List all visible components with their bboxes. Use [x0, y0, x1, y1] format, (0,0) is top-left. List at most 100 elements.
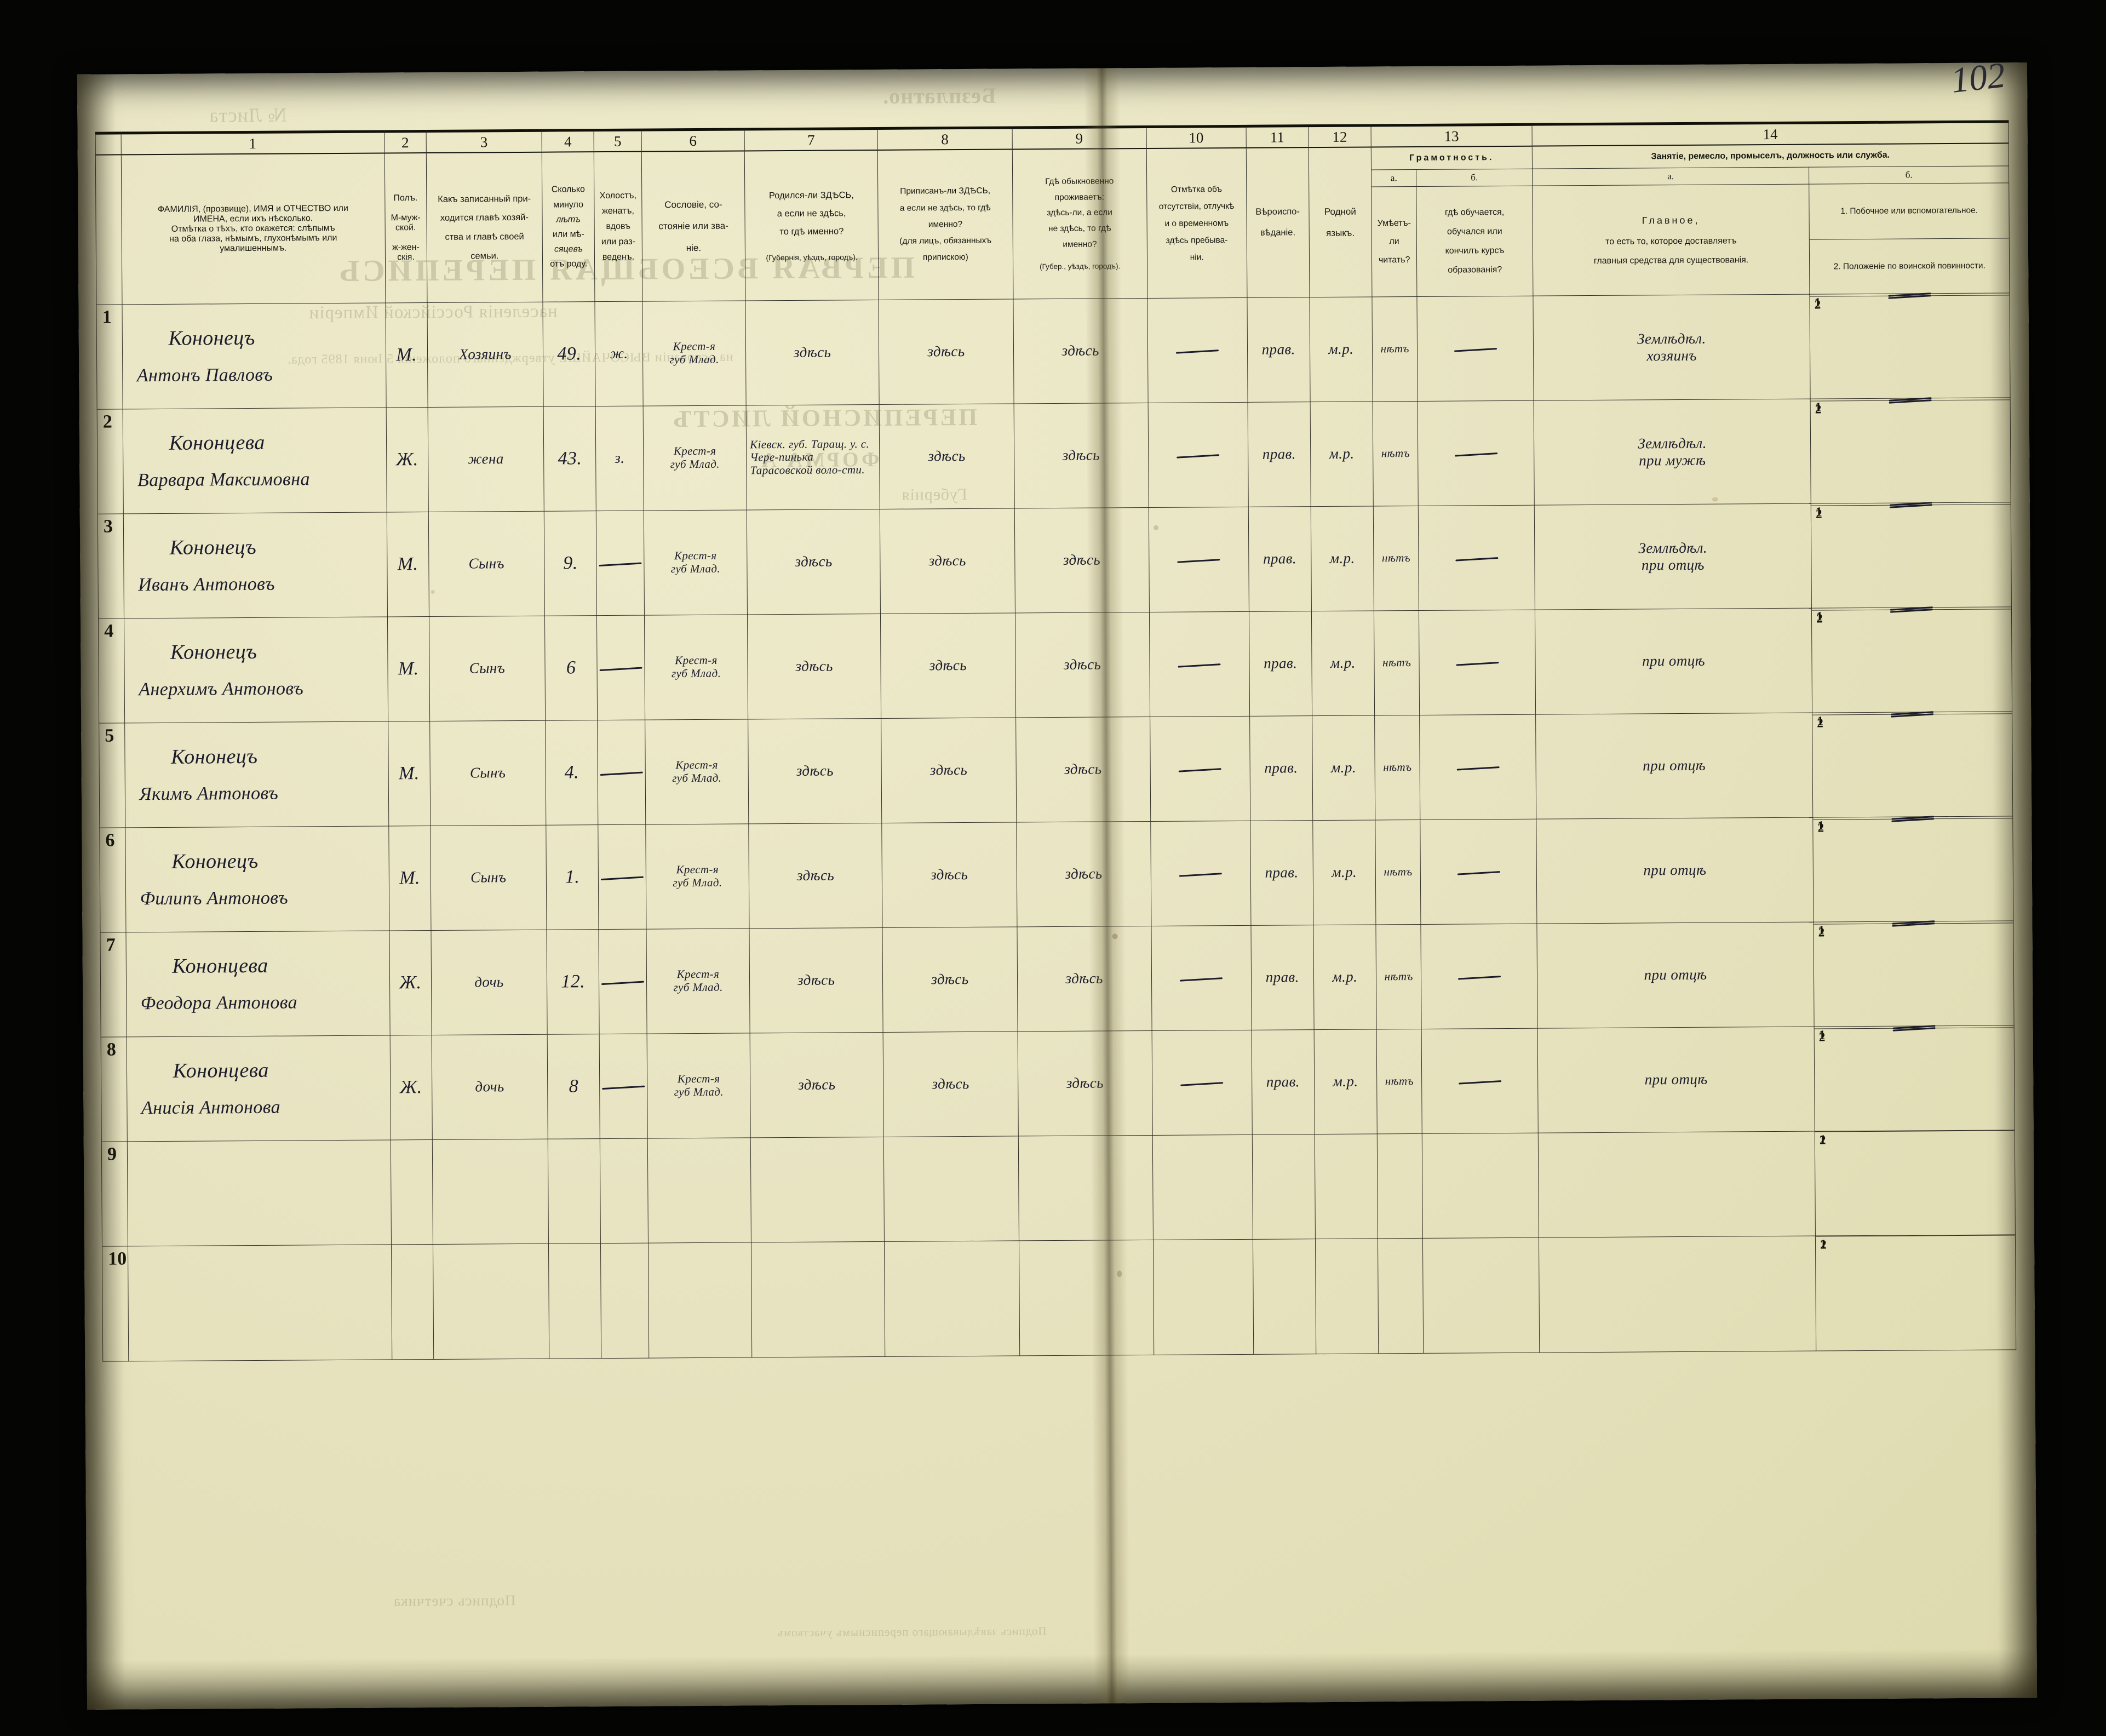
cell-estate[interactable]: Крест-я губ Млад. [645, 823, 750, 930]
cell-residence[interactable]: здѣсь [1013, 298, 1148, 404]
cell-age[interactable]: 8 [547, 1034, 600, 1139]
cell-relation[interactable]: жена [427, 406, 544, 512]
cell-religion[interactable]: прав. [1250, 820, 1313, 926]
cell-relation[interactable] [433, 1244, 549, 1360]
cell-literacy[interactable]: нѣтъ [1374, 610, 1420, 715]
cell-education[interactable] [1418, 400, 1535, 506]
cell-marital[interactable] [599, 1034, 648, 1139]
table-row[interactable]: 4КононецъАнерхимъ АнтоновъМ.Сынъ6Крест-я… [98, 606, 2012, 724]
cell-marital[interactable] [596, 615, 645, 720]
cell-name[interactable]: Кононцева Анисія Антонова [126, 1035, 391, 1142]
cell-religion[interactable]: прав. [1249, 611, 1312, 717]
table-row[interactable]: 2 Кононцева Варвара Максимовна Ж. жена 43. з. К… [97, 397, 2011, 514]
cell-registration[interactable]: здѣсь [882, 926, 1018, 1033]
cell-registration[interactable] [884, 1240, 1020, 1357]
cell-literacy[interactable]: нѣтъ [1372, 296, 1418, 402]
cell-birthplace[interactable]: здѣсь [745, 300, 880, 405]
cell-residence[interactable]: здѣсь [1014, 507, 1150, 613]
cell-education[interactable] [1422, 1237, 1540, 1354]
cell-sex[interactable]: Ж. [389, 930, 432, 1035]
cell-literacy[interactable] [1377, 1133, 1423, 1239]
cell-sex[interactable]: М. [388, 721, 431, 826]
cell-sex[interactable]: Ж. [386, 407, 428, 512]
cell-religion[interactable]: прав. [1249, 715, 1313, 821]
secondary-occupation-slot[interactable]: 1 [1815, 1130, 2015, 1147]
cell-birthplace[interactable]: здѣсь [748, 718, 882, 824]
cell-sex[interactable] [391, 1244, 434, 1360]
cell-relation[interactable]: Сынъ [430, 825, 547, 931]
cell-name[interactable]: Кононецъ Антонъ Павловъ [122, 302, 386, 409]
cell-religion[interactable] [1252, 1134, 1316, 1240]
cell-birthplace[interactable]: здѣсь [750, 1032, 884, 1138]
cell-language[interactable]: м.р. [1311, 610, 1375, 716]
cell-main-occupation[interactable]: при отцѣ [1535, 713, 1813, 820]
cell-main-occupation[interactable]: при отцѣ [1537, 1027, 1815, 1133]
cell-sex[interactable]: М. [385, 302, 428, 408]
cell-estate[interactable]: Крест-я губ Млад. [645, 719, 749, 825]
cell-birthplace[interactable]: Кіевск. губ. Таращ. у. с. Чере-пинька Та… [746, 404, 880, 510]
cell-main-occupation[interactable]: при отцѣ [1535, 608, 1812, 715]
cell-main-occupation[interactable]: Землѣдѣл. при мужѣ [1533, 399, 1811, 506]
cell-age[interactable]: 1. [546, 824, 599, 930]
cell-language[interactable]: м.р. [1312, 715, 1375, 821]
cell-estate[interactable]: Крест-я губ Млад. [647, 1033, 751, 1139]
cell-relation[interactable]: дочь [431, 1034, 548, 1140]
cell-absence[interactable] [1153, 1239, 1254, 1355]
cell-registration[interactable]: здѣсь [879, 299, 1014, 405]
cell-estate[interactable]: Крест-я губ Млад. [646, 928, 750, 1034]
cell-birthplace[interactable]: здѣсь [748, 823, 883, 929]
cell-birthplace[interactable]: здѣсь [747, 509, 881, 615]
cell-relation[interactable]: Сынъ [429, 720, 546, 826]
cell-birthplace[interactable]: здѣсь [749, 927, 883, 1033]
cell-absence[interactable] [1151, 1030, 1252, 1136]
secondary-occupation-slot[interactable]: 1 [1816, 1235, 2015, 1251]
cell-estate[interactable]: Крест-я губ Млад. [644, 509, 748, 616]
cell-registration[interactable]: здѣсь [882, 822, 1017, 928]
cell-language[interactable]: м.р. [1313, 1029, 1378, 1135]
cell-marital[interactable] [596, 511, 645, 616]
cell-sex[interactable]: М. [387, 616, 430, 721]
cell-registration[interactable]: здѣсь [881, 717, 1017, 823]
cell-main-occupation[interactable]: Землѣдѣл. хозяинъ [1533, 294, 1811, 401]
cell-residence[interactable]: здѣсь [1017, 1030, 1153, 1136]
cell-marital[interactable] [598, 824, 646, 930]
table-row[interactable]: 7КононцеваФеодора АнтоноваЖ.дочь12.Крест… [100, 920, 2015, 1038]
cell-name[interactable]: Кононецъ Анерхимъ Антоновъ [123, 616, 388, 723]
cell-estate[interactable]: Крест-я губ Млад. [642, 300, 747, 406]
cell-birthplace[interactable] [750, 1137, 885, 1242]
cell-age[interactable]: 12. [547, 929, 600, 1035]
cell-sex[interactable]: М. [386, 512, 429, 617]
cell-relation[interactable]: Хозяинъ [427, 302, 544, 408]
cell-name[interactable]: Кононецъ Иванъ Антоновъ [123, 512, 388, 618]
table-row[interactable]: 5КононецъЯкимъ АнтоновъМ.Сынъ4.Крест-ягу… [99, 711, 2013, 828]
table-row[interactable]: 1КононецъАнтонъ ПавловъМ.Хозяинъ49.ж.Кре… [96, 293, 2011, 410]
cell-education[interactable] [1417, 296, 1534, 402]
cell-name[interactable] [127, 1244, 392, 1361]
cell-education[interactable] [1418, 505, 1535, 611]
cell-education[interactable] [1419, 714, 1536, 820]
cell-name[interactable]: Кононецъ Якимъ Антоновъ [124, 721, 389, 828]
cell-marital[interactable] [599, 929, 647, 1034]
cell-birthplace[interactable]: здѣсь [747, 614, 881, 719]
cell-estate[interactable]: Крест-я губ Млад. [644, 614, 748, 720]
cell-marital[interactable]: ж. [595, 301, 644, 406]
cell-language[interactable]: м.р. [1311, 506, 1374, 611]
cell-religion[interactable]: прав. [1247, 297, 1310, 403]
cell-religion[interactable]: прав. [1251, 1029, 1315, 1135]
cell-absence[interactable] [1152, 1135, 1253, 1240]
table-row[interactable]: 6КононецъФилипъ АнтоновъМ.Сынъ1.Крест-яг… [99, 816, 2013, 933]
cell-language[interactable]: м.р. [1310, 401, 1374, 507]
cell-name[interactable]: Кононцева Варвара Максимовна [122, 407, 387, 514]
cell-birthplace[interactable] [751, 1241, 885, 1357]
cell-registration[interactable] [883, 1136, 1019, 1242]
cell-language[interactable] [1315, 1133, 1378, 1239]
cell-language[interactable]: м.р. [1312, 820, 1376, 925]
cell-absence[interactable] [1147, 297, 1248, 403]
cell-literacy[interactable]: нѣтъ [1374, 715, 1421, 820]
